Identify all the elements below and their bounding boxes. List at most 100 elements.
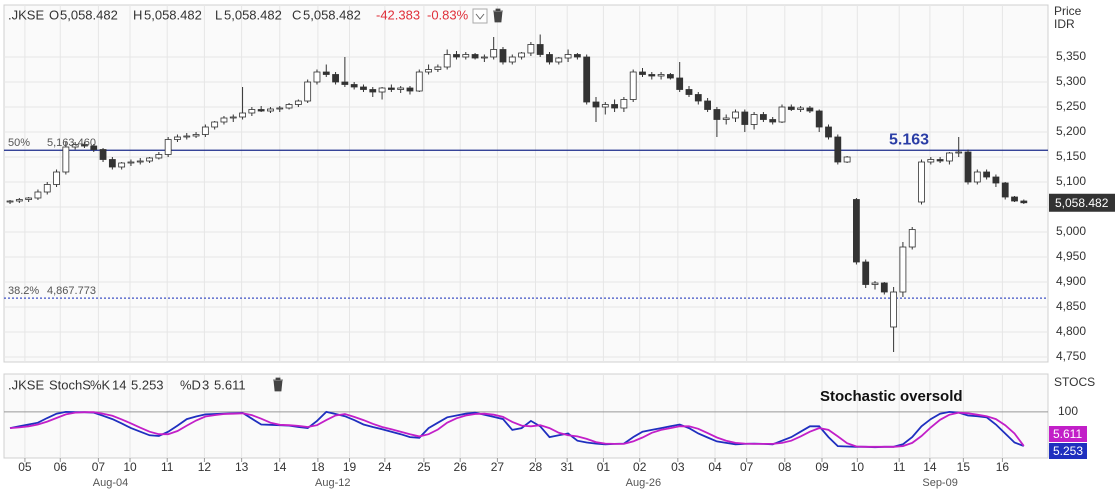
candle-body xyxy=(322,71,330,75)
candle-body xyxy=(43,184,51,193)
candle-body xyxy=(118,162,126,168)
candle-body xyxy=(34,191,42,199)
candle-body xyxy=(908,229,916,248)
annotation: Stochastic oversold xyxy=(820,388,963,405)
text-layer: .JKSE O 5,058.482 H 5,058.482 L 5,058.48… xyxy=(8,4,1109,489)
dropdown-icon xyxy=(475,13,485,20)
candle-body xyxy=(164,139,172,155)
candle-body xyxy=(750,114,758,125)
candle-body xyxy=(629,71,637,100)
candle-body xyxy=(434,66,442,70)
candle-body xyxy=(415,71,423,92)
open-label: O xyxy=(49,7,59,22)
level-label: 4,867.773 xyxy=(47,285,96,297)
candle-body xyxy=(797,107,805,110)
x-tick-label: 18 xyxy=(311,460,325,474)
mark-layer xyxy=(4,34,1115,459)
candle-body xyxy=(341,81,349,85)
candle-body xyxy=(704,100,711,110)
candle-body xyxy=(490,49,498,58)
y-tick-label: 5,200 xyxy=(1056,124,1086,138)
level-name: 50% xyxy=(8,137,30,149)
candle-body xyxy=(146,157,153,162)
x-major-tick-label: Sep-09 xyxy=(922,477,957,489)
candle-body xyxy=(936,159,944,162)
candle-body xyxy=(648,74,656,77)
x-tick-label: 09 xyxy=(815,460,829,474)
candle-body xyxy=(527,44,535,54)
x-tick-label: 28 xyxy=(529,460,543,474)
x-tick-label: 11 xyxy=(893,460,906,474)
k-value: 5.253 xyxy=(131,377,164,392)
low-label: L xyxy=(215,7,222,22)
x-tick-label: 14 xyxy=(923,460,937,474)
candle-body xyxy=(6,200,14,203)
candle-body xyxy=(871,282,879,285)
k-name: %K xyxy=(90,377,111,392)
delete-icon[interactable] xyxy=(493,8,503,23)
x-major-tick-label: Aug-04 xyxy=(93,477,128,489)
candle-body xyxy=(1011,196,1018,202)
level-label: 5,163.460 xyxy=(47,137,96,149)
value-badge-label: 5.253 xyxy=(1053,444,1083,458)
candle-body xyxy=(666,74,674,79)
candle-body xyxy=(741,111,749,125)
high-label: H xyxy=(133,7,142,22)
candle-body xyxy=(15,199,23,202)
candle-body xyxy=(806,107,814,112)
candle-body xyxy=(257,109,265,112)
dropdown-button[interactable] xyxy=(472,8,488,24)
candle-body xyxy=(220,117,228,123)
x-tick-label: 10 xyxy=(123,460,137,474)
candle-body xyxy=(759,114,767,120)
candle-body xyxy=(927,159,935,163)
last-price-badge xyxy=(1049,193,1115,212)
d-name: %D xyxy=(180,377,201,392)
y-tick-label: 5,250 xyxy=(1056,99,1086,113)
x-tick-label: 08 xyxy=(778,460,792,474)
last-price-label: 5,058.482 xyxy=(1055,196,1109,210)
x-tick-label: 24 xyxy=(378,460,392,474)
y-tick-label: 4,950 xyxy=(1056,249,1086,263)
x-major-tick-label: Aug-26 xyxy=(626,477,661,489)
candle-body xyxy=(499,49,507,63)
y-tick-label: 4,800 xyxy=(1056,324,1086,338)
candle-body xyxy=(825,126,832,138)
x-tick-label: 06 xyxy=(54,460,68,474)
candle-body xyxy=(778,106,786,123)
x-tick-label: 12 xyxy=(198,460,212,474)
candle-body xyxy=(639,71,646,75)
change-pct: -0.83% xyxy=(427,7,469,22)
close-value: 5,058.482 xyxy=(303,7,361,22)
candle-body xyxy=(25,197,33,200)
candle-body xyxy=(360,86,367,90)
candle-body xyxy=(155,154,163,159)
price-plot-area xyxy=(3,4,1049,363)
candle-body xyxy=(127,161,135,164)
candle-body xyxy=(136,160,144,163)
y-tick-label: 5,050 xyxy=(1056,199,1086,213)
candle-body xyxy=(1001,182,1009,198)
candle-body xyxy=(611,104,618,109)
candle-body xyxy=(508,56,516,63)
candle-body xyxy=(676,77,684,90)
candle-body xyxy=(53,171,60,185)
candle-body xyxy=(555,57,563,63)
y-tick-label: 5,350 xyxy=(1056,49,1086,63)
candle-body xyxy=(480,56,488,59)
candle-body xyxy=(201,126,209,135)
candle-body xyxy=(787,106,795,110)
close-label: C xyxy=(292,7,301,22)
value-badge-label: 5.611 xyxy=(1053,427,1082,441)
candle-body xyxy=(239,112,246,118)
y-tick-label: 4,750 xyxy=(1056,349,1086,363)
delete-icon[interactable] xyxy=(273,377,283,392)
open-value: 5,058.482 xyxy=(60,7,118,22)
k-period: 14 xyxy=(112,377,126,392)
candle-body xyxy=(722,117,730,120)
candle-body xyxy=(443,54,451,68)
y-tick-label: 100 xyxy=(1058,404,1078,418)
candle-body xyxy=(815,110,823,128)
